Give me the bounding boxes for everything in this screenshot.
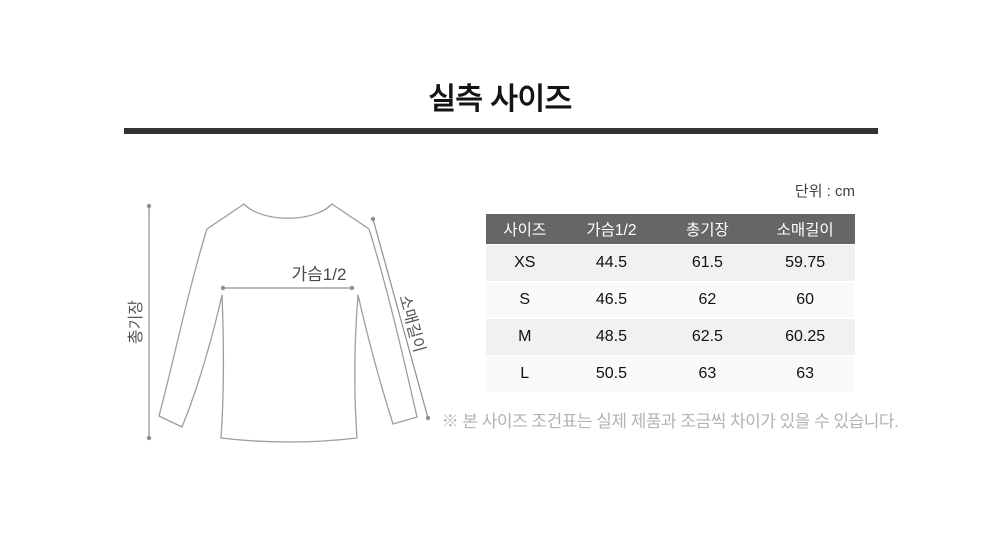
title-divider: [124, 128, 878, 134]
table-row-s: S 46.5 62 60: [486, 281, 855, 319]
column-header-sleeve: 소매길이: [755, 214, 855, 245]
chest-label: 가슴1/2: [292, 265, 347, 284]
column-header-length: 총기장: [659, 214, 756, 245]
size-table: 사이즈 가슴1/2 총기장 소매길이 XS 44.5 61.5 59.75 S …: [486, 214, 855, 392]
shirt-outline: [158, 203, 418, 443]
value-cell: 62: [659, 281, 756, 319]
garment-measurement-diagram: 총기장 가슴1/2 소매길이: [120, 175, 460, 465]
table-row-l: L 50.5 63 63: [486, 355, 855, 392]
size-cell: L: [486, 355, 564, 392]
value-cell: 63: [659, 355, 756, 392]
value-cell: 60.25: [755, 318, 855, 356]
unit-label: 단위 : cm: [794, 183, 855, 200]
column-header-chest: 가슴1/2: [563, 214, 660, 245]
total-length-measure-line: [146, 203, 152, 441]
value-cell: 62.5: [659, 318, 756, 356]
value-cell: 63: [755, 355, 855, 392]
value-cell: 44.5: [563, 244, 660, 282]
page-title: 실측 사이즈: [428, 83, 572, 116]
value-cell: 48.5: [563, 318, 660, 356]
value-cell: 46.5: [563, 281, 660, 319]
size-cell: S: [486, 281, 564, 319]
value-cell: 50.5: [563, 355, 660, 392]
value-cell: 61.5: [659, 244, 756, 282]
size-disclaimer-footnote: ※ 본 사이즈 조건표는 실제 제품과 조금씩 차이가 있을 수 있습니다.: [441, 412, 899, 431]
shirt-diagram-svg: 총기장 가슴1/2 소매길이: [127, 203, 431, 443]
table-row-xs: XS 44.5 61.5 59.75: [486, 244, 855, 282]
table-row-m: M 48.5 62.5 60.25: [486, 318, 855, 356]
value-cell: 59.75: [755, 244, 855, 282]
size-cell: XS: [486, 244, 564, 282]
size-cell: M: [486, 318, 564, 356]
column-header-size: 사이즈: [486, 214, 564, 245]
sleeve-measure-line: [370, 216, 431, 421]
table-header-row: 사이즈 가슴1/2 총기장 소매길이: [486, 214, 855, 245]
chest-measure-line: [220, 285, 355, 291]
total-length-label: 총기장: [127, 300, 145, 344]
value-cell: 60: [755, 281, 855, 319]
